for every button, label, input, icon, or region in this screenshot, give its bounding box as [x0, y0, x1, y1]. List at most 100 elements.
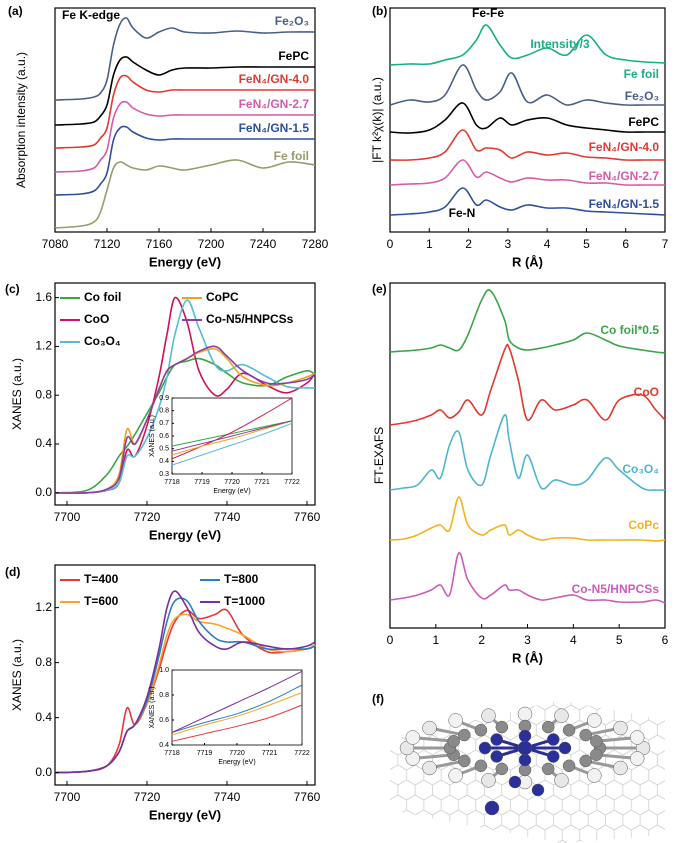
x-tick-label: 6: [662, 633, 669, 647]
x-axis-label: Energy (eV): [149, 527, 221, 542]
y-tick-label: 0.3: [159, 471, 169, 478]
annotation: Fe-N: [449, 206, 476, 220]
y-tick-label: 0.7: [159, 420, 169, 427]
series-line: [389, 187, 666, 216]
x-axis-label: Energy (eV): [218, 759, 255, 766]
x-tick-label: 7: [662, 237, 669, 251]
legend-label: T=800: [224, 572, 259, 586]
plot-area: [171, 397, 293, 466]
series-line: [171, 397, 293, 460]
series-line: [171, 420, 293, 447]
x-tick-label: 7719: [197, 750, 213, 757]
y-tick-label: 1.2: [35, 339, 52, 353]
x-tick-label: 7722: [294, 750, 310, 757]
x-tick-label: 2: [465, 237, 472, 251]
atom: [517, 740, 533, 756]
y-tick-label: 0.8: [159, 408, 169, 415]
series-label: FePC: [628, 115, 659, 129]
y-tick-label: 0.4: [35, 436, 52, 450]
series-line: [389, 102, 665, 134]
plot-area: [171, 670, 303, 742]
atom: [562, 723, 576, 737]
x-tick-label: 1: [432, 633, 439, 647]
series-line: [389, 159, 665, 186]
atom: [458, 728, 471, 742]
legend-label: T=600: [84, 594, 119, 608]
atom: [518, 753, 532, 767]
series-line: [389, 414, 666, 491]
series-line: [171, 420, 293, 456]
series-line: [389, 24, 666, 66]
atom: [518, 729, 532, 743]
series-label: FePC: [278, 49, 309, 63]
series-label: FeN₄/GN-1.5: [239, 121, 310, 135]
panel-label: (a): [8, 4, 23, 18]
series-line: [54, 299, 316, 494]
x-tick-label: 7721: [254, 479, 270, 486]
series-line: [389, 496, 666, 542]
x-tick-label: 7720: [134, 510, 161, 524]
legend-label: CoO: [84, 312, 109, 326]
atom: [490, 750, 503, 763]
atom: [613, 720, 628, 736]
atom: [495, 720, 509, 734]
atom: [490, 733, 503, 746]
y-axis-label: Absorption intensity (a.u.): [14, 52, 28, 188]
x-tick-label: 7718: [164, 750, 180, 757]
legend-label: T=1000: [224, 594, 265, 608]
atom: [541, 720, 555, 734]
atom: [448, 768, 463, 783]
atom: [587, 713, 602, 728]
legend-label: CoPC: [206, 290, 239, 304]
atom: [508, 775, 522, 789]
y-axis-label: XANES (a.u.): [149, 415, 156, 457]
x-tick-label: 7700: [54, 510, 81, 524]
atom: [448, 713, 463, 728]
series-label: Fe foil: [274, 149, 309, 163]
x-axis-label: Energy (eV): [213, 488, 250, 495]
y-tick-label: 1.0: [159, 667, 169, 674]
y-tick-label: 0.4: [35, 710, 52, 724]
atom: [558, 741, 572, 755]
series-label: FeN₄/GN-4.0: [239, 72, 310, 86]
y-tick-label: 0.0: [35, 485, 52, 499]
plot-area: [54, 17, 316, 229]
x-tick-label: 2: [478, 633, 485, 647]
x-tick-label: 7720: [229, 750, 245, 757]
panel-label: (e): [372, 282, 387, 296]
atom: [517, 706, 533, 722]
atom: [481, 773, 496, 788]
legend-label: T=400: [84, 572, 119, 586]
x-tick-label: 7740: [214, 790, 241, 804]
atom: [629, 751, 645, 766]
series-label: FeN₄/GN-2.7: [589, 169, 660, 183]
x-tick-label: 7160: [146, 237, 173, 251]
series-label: CoO: [634, 385, 659, 399]
series-label: Co-N5/HNPCSs: [572, 582, 660, 596]
atom: [484, 800, 500, 816]
atom: [458, 754, 471, 768]
x-tick-label: 7718: [164, 479, 180, 486]
y-tick-label: 0.4: [159, 742, 169, 749]
x-tick-label: 7120: [94, 237, 121, 251]
y-tick-label: 0.9: [159, 395, 169, 402]
y-tick-label: 1.2: [35, 600, 52, 614]
plot-area: [389, 24, 666, 216]
series-label: FeN₄/GN-2.7: [239, 97, 310, 111]
x-tick-label: 1: [426, 237, 433, 251]
plot-area: [54, 296, 316, 494]
series-line: [54, 608, 316, 774]
series-line: [54, 100, 315, 173]
x-tick-label: 7760: [294, 790, 321, 804]
y-axis-label: XANES (a.u.): [149, 686, 156, 728]
y-tick-label: 0.4: [159, 458, 169, 465]
atom: [629, 730, 645, 745]
series-label: Fe foil: [624, 67, 659, 81]
atom: [579, 728, 592, 742]
atom: [481, 708, 496, 723]
atom: [547, 750, 560, 763]
y-axis-label: XANES (a.u.): [10, 358, 24, 430]
structure-image: [390, 700, 665, 843]
atom: [587, 768, 602, 783]
